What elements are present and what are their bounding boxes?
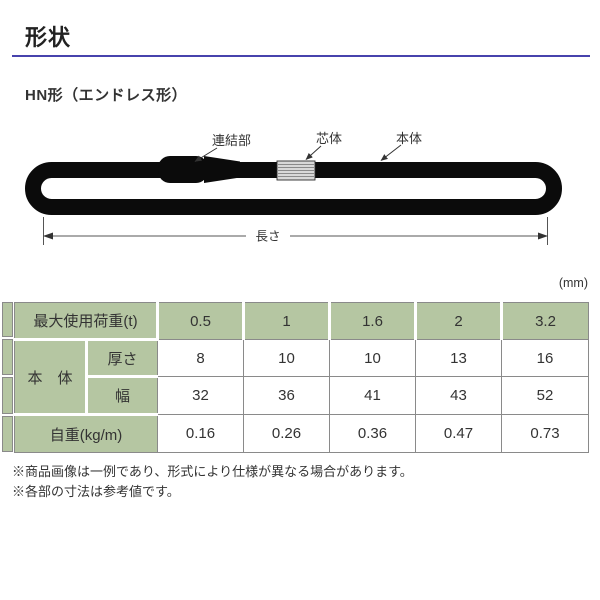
body-arrow: [380, 144, 402, 161]
load-value-cell: 1.6: [329, 302, 418, 340]
load-value-cell: 1: [243, 302, 332, 340]
thickness-value-cell: 10: [329, 339, 417, 377]
load-header-cell: 最大使用荷重(t): [13, 302, 160, 341]
weight-value-cell: 0.73: [501, 414, 590, 453]
width-value-cell: 36: [243, 376, 331, 415]
body-header-cell: 本 体: [14, 339, 88, 416]
thickness-value-cell: 10: [243, 339, 331, 377]
footnote-line: ※商品画像は一例であり、形式により仕様が異なる場合があります。: [12, 464, 413, 479]
table-row-load: 最大使用荷重(t) 0.5 1 1.6 2 3.2: [13, 302, 590, 341]
weight-value-cell: 0.16: [157, 414, 245, 453]
load-value-cell: 2: [415, 302, 504, 340]
table-row-width: 幅 32 36 41 43 52: [15, 376, 590, 416]
thickness-value-cell: 16: [501, 339, 590, 377]
edge-strip-cell: [2, 377, 13, 414]
spec-table: 最大使用荷重(t) 0.5 1 1.6 2 3.2 本 体 厚さ 8 10 10…: [13, 302, 590, 453]
weight-value-cell: 0.36: [329, 414, 417, 453]
edge-strip-cell: [2, 339, 13, 375]
footnote-line: ※各部の寸法は参考値です。: [12, 484, 180, 499]
core-section: [276, 160, 316, 181]
connector-arrow: [194, 147, 218, 162]
load-value-cell: 3.2: [501, 302, 590, 340]
load-value-cell: 0.5: [157, 302, 246, 340]
connector-label: 連結部: [212, 133, 251, 148]
weight-value-cell: 0.47: [415, 414, 503, 453]
footnotes: ※商品画像は一例であり、形式により仕様が異なる場合があります。 ※各部の寸法は参…: [12, 462, 413, 502]
width-value-cell: 43: [415, 376, 503, 415]
width-value-cell: 41: [329, 376, 417, 415]
length-dimension: [43, 217, 548, 245]
unit-label: (mm): [558, 276, 588, 290]
thickness-value-cell: 13: [415, 339, 503, 377]
edge-strip-cell: [2, 416, 13, 452]
sling-diagram: 連結部 芯体 本体 長さ: [25, 131, 562, 245]
connector-sleeve: [158, 156, 240, 183]
weight-header-cell: 自重(kg/m): [13, 414, 159, 453]
table-row-thickness: 本 体 厚さ 8 10 10 13 16: [14, 339, 590, 416]
title-underline: [12, 55, 590, 57]
core-label: 芯体: [316, 131, 342, 146]
thickness-value-cell: 8: [157, 339, 245, 377]
length-arrow-left: [43, 232, 53, 240]
edge-strip-cell: [2, 302, 13, 337]
length-label: 長さ: [255, 230, 280, 244]
width-label-cell: 幅: [85, 376, 159, 416]
table-edge-strip: [2, 302, 13, 452]
model-subtitle: HN形（エンドレス形）: [25, 87, 188, 104]
body-label: 本体: [396, 131, 422, 146]
table-row-weight: 自重(kg/m) 0.16 0.26 0.36 0.47 0.73: [13, 414, 590, 453]
core-arrow: [305, 145, 322, 160]
width-value-cell: 32: [157, 376, 245, 415]
thickness-label-cell: 厚さ: [85, 339, 159, 378]
weight-value-cell: 0.26: [243, 414, 331, 453]
page-title: 形状: [25, 25, 72, 50]
length-arrow-right: [538, 232, 548, 240]
width-value-cell: 52: [501, 376, 590, 415]
